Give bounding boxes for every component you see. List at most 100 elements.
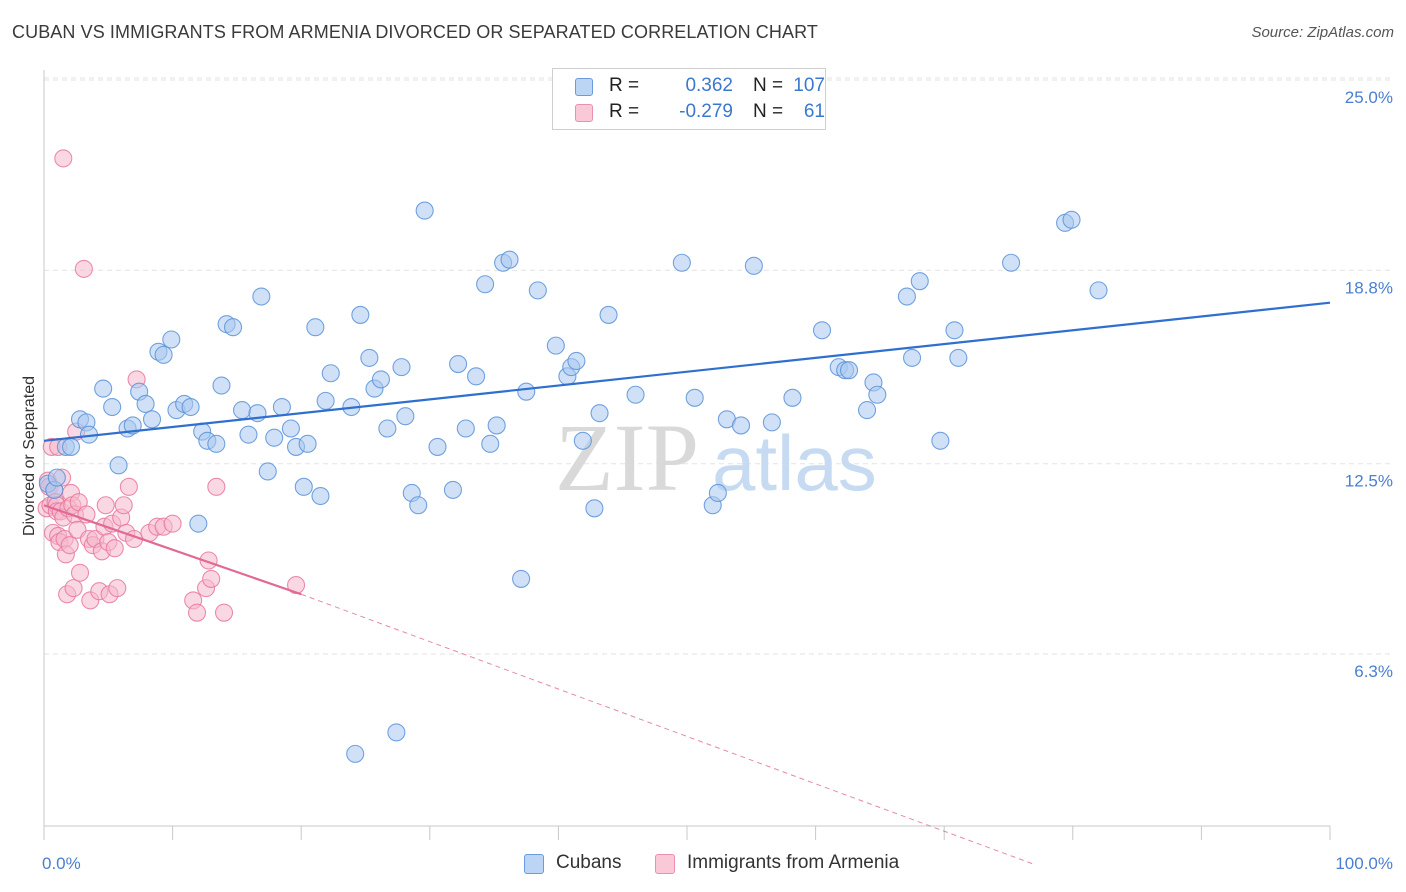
cubans-point <box>321 364 340 383</box>
trend-layer <box>43 301 1331 865</box>
cubans-point <box>272 397 291 417</box>
cubans-point <box>387 723 406 742</box>
cubans-point <box>449 354 468 374</box>
cubans-point <box>360 348 379 367</box>
cubans-point <box>902 348 922 367</box>
cubans-point <box>857 401 877 420</box>
cubans-point <box>487 416 506 435</box>
n-label: N = <box>753 101 784 122</box>
y-tick-label: 25.0% <box>1345 88 1393 107</box>
y-tick-label: 12.5% <box>1345 472 1393 491</box>
cubans-point <box>94 379 113 398</box>
armenia-point <box>119 477 138 496</box>
cubans-point <box>306 318 325 337</box>
cubans-point <box>481 434 500 453</box>
cubans-point <box>47 468 66 487</box>
armenia-point <box>64 579 83 598</box>
cubans-point <box>392 358 411 377</box>
cubans-point <box>910 272 929 291</box>
cubans-point <box>252 287 271 306</box>
armenia-point <box>70 563 90 582</box>
cubans-point <box>949 348 968 367</box>
r-label: R = <box>609 101 640 122</box>
legend-label: Immigrants from Armenia <box>687 852 900 873</box>
cubans-point <box>212 376 231 395</box>
cubans-point <box>232 401 252 420</box>
cubans-point <box>672 253 691 272</box>
cubans-swatch <box>524 854 544 874</box>
cubans-point <box>258 462 277 481</box>
grid-layer <box>44 77 1392 655</box>
cubans-point <box>585 499 604 518</box>
armenia-point <box>207 477 226 496</box>
armenia-point <box>96 496 115 515</box>
armenia-point <box>60 536 79 555</box>
cubans-point <box>1062 210 1081 229</box>
r-label: R = <box>609 75 640 96</box>
cubans-swatch <box>575 78 593 96</box>
cubans-point <box>378 419 397 438</box>
watermark-zip: ZIP <box>555 404 699 511</box>
cubans-point <box>1002 253 1021 272</box>
cubans-point <box>839 361 859 380</box>
cubans-point <box>109 456 128 475</box>
cubans-point <box>281 419 300 438</box>
cubans-point <box>731 416 751 435</box>
cubans-point <box>61 437 81 456</box>
y-axis-label: Divorced or Separated <box>21 376 38 536</box>
cubans-point <box>142 410 162 429</box>
armenia-point <box>54 149 73 168</box>
y-tick-label: 6.3% <box>1354 662 1393 681</box>
cubans-point <box>396 407 415 426</box>
source-label: Source: ZipAtlas.com <box>1251 24 1394 41</box>
cubans-point <box>311 486 330 506</box>
cubans-point <box>528 281 547 300</box>
r-value: 0.362 <box>685 75 733 96</box>
cubans-point <box>512 569 531 588</box>
armenia-point <box>214 603 234 622</box>
cubans-point <box>456 419 475 438</box>
cubans-point <box>476 275 495 294</box>
armenia-trendline-extension <box>301 593 1035 865</box>
armenia-point <box>114 496 133 515</box>
cubans-point <box>346 744 365 763</box>
cubans-point <box>189 514 208 533</box>
cubans-point <box>123 416 142 435</box>
armenia-point <box>108 579 127 598</box>
points-layer <box>37 149 1108 763</box>
n-label: N = <box>753 75 784 96</box>
cubans-point <box>428 437 447 456</box>
armenia-point <box>105 539 124 558</box>
cubans-point <box>154 345 173 364</box>
cubans-point <box>207 434 226 453</box>
chart-title: CUBAN VS IMMIGRANTS FROM ARMENIA DIVORCE… <box>12 22 818 42</box>
cubans-point <box>223 318 243 337</box>
cubans-point <box>162 330 181 349</box>
cubans-point <box>762 413 781 432</box>
cubans-point <box>415 201 434 220</box>
armenia-swatch <box>575 104 593 122</box>
armenia-point <box>187 603 207 622</box>
cubans-point <box>626 385 645 404</box>
r-value: -0.279 <box>679 101 733 122</box>
cubans-point <box>517 382 536 401</box>
cubans-point <box>812 321 832 340</box>
armenia-point <box>74 259 93 278</box>
cubans-trendline <box>43 301 1331 442</box>
cubans-point <box>409 496 428 515</box>
cubans-point <box>103 397 122 417</box>
cubans-point <box>294 477 313 496</box>
cubans-point <box>931 431 950 450</box>
stats-legend: R = 0.362 N = 107 R = -0.279 N = 61 <box>552 68 826 130</box>
bottom-legend: Cubans Immigrants from Armenia <box>0 852 1406 876</box>
cubans-point <box>567 351 586 371</box>
armenia-trendline <box>43 504 302 596</box>
armenia-point <box>202 569 221 588</box>
cubans-point <box>467 367 486 386</box>
cubans-point <box>897 287 916 306</box>
cubans-point <box>783 388 802 407</box>
cubans-point <box>708 483 727 503</box>
cubans-point <box>599 305 618 324</box>
cubans-point <box>443 480 462 499</box>
